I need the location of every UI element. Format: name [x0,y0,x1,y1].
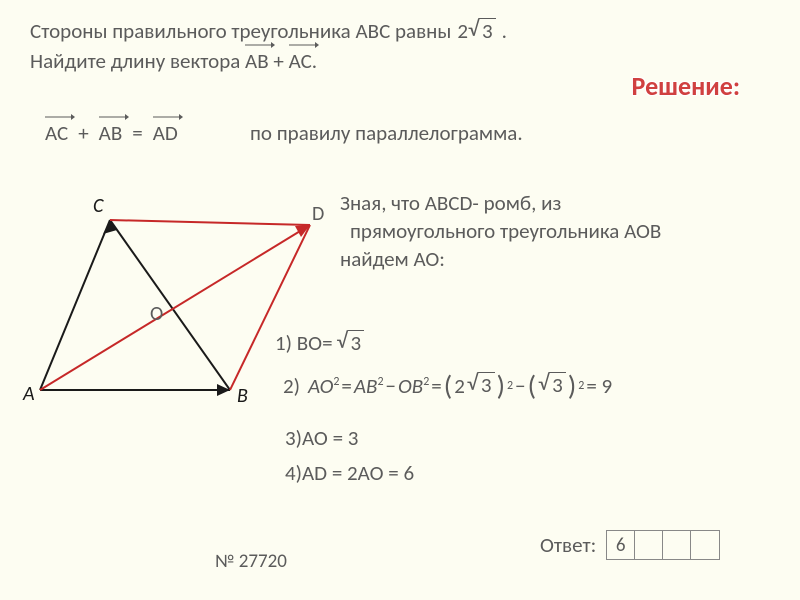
p2-rad: 3 [549,372,566,398]
ob-text: OB [398,373,423,399]
explanation-3: найдем AO: [340,246,445,272]
explanation-2: прямоугольного треугольника AOB [350,218,661,244]
side-coef: 2 [457,18,468,44]
vec-ac-text: AC [45,120,68,146]
vec-ad-text: AD [153,120,178,146]
ab-sq: AB2 [354,373,384,399]
sqrt-symbol: √ [337,330,348,352]
solution-heading: Решение: [631,70,740,102]
ab-text: AB [354,373,378,399]
period: . [502,18,507,44]
step2-num: 2) [283,373,300,399]
step-1: 1) BO= √ 3 [275,330,364,356]
sqrt-sym2: √ [538,372,549,394]
side-value: 2 √ 3 [457,18,495,44]
paren2: ( [528,368,537,403]
two: 2 [454,373,465,399]
p2-sqrt: √3 [538,372,566,398]
p1-sqrt: √3 [467,372,495,398]
step-3: 3)AO = 3 [285,425,358,451]
answer-cell-2 [635,531,663,559]
parallelogram-rule: по правилу параллелограмма. [250,120,523,146]
vec-ad: AD [153,120,178,146]
problem-text-1: Стороны правильного треугольника ABC рав… [30,18,451,44]
minus2: − [515,373,525,399]
sup-2d: 2 [507,379,513,393]
sqrt-sym: √ [467,372,478,394]
label-o: O [150,302,163,326]
paren1: ( [444,368,453,403]
answer-label: Ответ: [540,532,596,558]
answer-cell-3 [663,531,691,559]
equals-sign: = [132,120,142,146]
answer-cell-4 [691,531,719,559]
paren1c: ) [497,368,506,403]
sqrt-expr: √ 3 [468,18,496,44]
vec-ab-text: AB [99,120,123,146]
paren2c: ) [568,368,577,403]
eq-nine: = 9 [586,373,612,399]
plus-sign: + [78,120,88,146]
label-a: A [22,382,35,406]
vector-ac: AC [289,48,312,74]
ob-sq: OB2 [398,373,429,399]
problem-line-2: Найдите длину вектора AB + AC. [30,48,317,74]
vector-ab: AB [245,48,269,74]
label-b: B [237,384,248,408]
step-4: 4)AD = 2AO = 6 [285,460,414,486]
vector-equation: AC + AB = AD [45,120,178,146]
eq1: = [341,373,351,399]
ao-text: AO [308,373,333,399]
explanation-1: Зная, что ABCD- ромб, из [340,190,561,216]
vec-ab: AB [99,120,123,146]
step1-sqrt: √ 3 [337,330,365,356]
eq2: = [431,373,441,399]
sup-2: 2 [333,375,339,389]
sup-2e: 2 [578,379,584,393]
step1-label: 1) BO= [275,330,333,356]
answer-cell-1: 6 [607,531,635,559]
p1-rad: 3 [478,372,495,398]
sup-2b: 2 [377,375,383,389]
label-c: C [93,194,104,218]
vec-ac: AC [45,120,68,146]
sup-2c: 2 [423,375,429,389]
sqrt-radicand: 3 [479,18,496,44]
label-d: D [312,202,324,226]
answer-row: Ответ: 6 [540,530,720,560]
step-2: 2) AO2 = AB2 − OB2 = ( (2 2 √3 )2 − ( √3… [283,368,612,403]
answer-cells: 6 [606,530,720,560]
minus1: − [386,373,396,399]
ao-sq: AO2 [308,373,339,399]
sqrt-symbol: √ [468,18,479,40]
sqrt-radicand: 3 [348,330,365,356]
problem-number: № 27720 [215,550,287,573]
triangle-diagram: A B C D O [15,190,325,420]
